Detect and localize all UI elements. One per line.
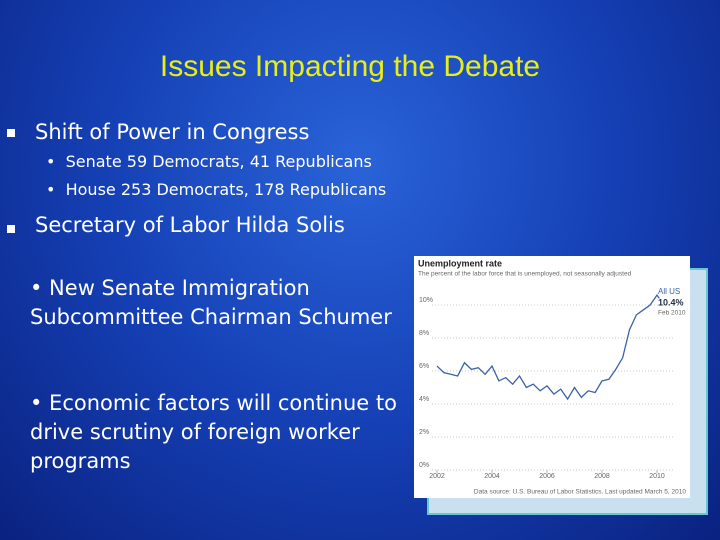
sub-bullet: • Senate 59 Democrats, 41 Republicans [46, 152, 372, 171]
chart-source: Data source: U.S. Bureau of Labor Statis… [474, 489, 686, 496]
bullet: Shift of Power in Congress [35, 120, 310, 144]
chart-subtitle: The percent of the labor force that is u… [418, 271, 632, 278]
x-tick-label: 2002 [429, 473, 445, 480]
y-tick-label: 8% [419, 330, 429, 337]
note: • New Senate Immigration Subcommittee Ch… [30, 276, 392, 329]
legend-label: All US [658, 287, 680, 296]
chart-title: Unemployment rate [418, 258, 502, 268]
sub-bullet: • House 253 Democrats, 178 Republicans [46, 180, 387, 199]
sub-bullet-text: House 253 Democrats, 178 Republicans [65, 180, 387, 199]
data-line [436, 293, 660, 401]
y-tick-label: 4% [419, 396, 429, 403]
bullet-marker [7, 225, 15, 233]
y-tick-label: 0% [419, 462, 429, 469]
x-tick-label: 2008 [594, 473, 610, 480]
y-tick-label: 6% [419, 363, 429, 370]
y-tick-label: 2% [419, 429, 429, 436]
bullet-marker [7, 129, 15, 137]
chart-image: Unemployment rate The percent of the lab… [414, 256, 690, 498]
sub-bullet-text: Senate 59 Democrats, 41 Republicans [65, 152, 372, 171]
x-tick-label: 2004 [484, 473, 500, 480]
annotation-value: 10.4% [658, 297, 684, 307]
y-tick-label: 10% [419, 297, 433, 304]
x-tick-label: 2010 [649, 473, 665, 480]
note: • Economic factors will continue to driv… [30, 391, 397, 473]
annotation-date: Feb 2010 [658, 310, 686, 317]
x-tick-label: 2006 [539, 473, 555, 480]
bullet: Secretary of Labor Hilda Solis [35, 213, 345, 237]
slide-title: Issues Impacting the Debate [159, 50, 541, 83]
